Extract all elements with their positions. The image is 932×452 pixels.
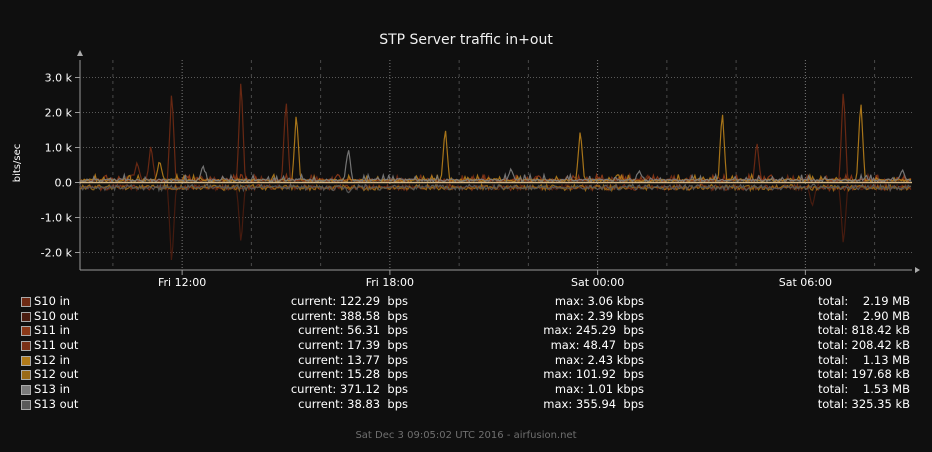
- y-tick-label: 2.0 k: [45, 107, 73, 120]
- series-line-s13-in: [79, 150, 912, 183]
- legend-max: max: 3.06 kbps: [554, 294, 644, 308]
- legend-total: total: 325.35 kB: [817, 396, 910, 411]
- legend-current: current: 13.77 bps: [298, 352, 408, 367]
- y-tick-label: 3.0 k: [45, 72, 73, 85]
- x-tick-label: Fri 12:00: [158, 276, 206, 289]
- series-line-s10-in: [79, 83, 912, 183]
- legend-swatch: [21, 370, 31, 381]
- legend-swatch: [21, 341, 31, 352]
- chart-plot: 3.0 k 2.0 k 1.0 k 0.0 -1.0 k -2.0 k Fri 12:00 F…: [12, 50, 920, 289]
- legend: S10 in current: 122.29 bps max: 3.06 kbps t…: [20, 294, 910, 412]
- x-tick-label: Fri 18:00: [366, 276, 414, 289]
- legend-row: S12 in current: 13.77 bps max: 2.43 kbps to…: [20, 353, 910, 368]
- legend-row: S13 out current: 38.83 bps max: 355.94 bps…: [20, 397, 910, 412]
- legend-current: current: 56.31 bps: [298, 323, 408, 338]
- legend-row: S13 in current: 371.12 bps max: 1.01 kbps t…: [20, 382, 910, 397]
- legend-max: max: 1.01 kbps: [554, 382, 644, 397]
- y-tick-label: -2.0 k: [41, 247, 73, 260]
- legend-row: S11 out current: 17.39 bps max: 48.47 bps t…: [20, 338, 910, 353]
- legend-current: current: 38.83 bps: [298, 396, 408, 411]
- legend-series-name: S11 in: [34, 323, 71, 338]
- legend-series-name: S12 out: [34, 367, 79, 382]
- chart-title: STP Server traffic in+out: [379, 32, 553, 48]
- legend-series-name: S13 in: [34, 382, 71, 397]
- legend-total: total: 818.42 kB: [817, 323, 910, 338]
- footer-timestamp: Sat Dec 3 09:05:02 UTC 2016 - airfusion.…: [355, 430, 577, 441]
- legend-series-name: S12 in: [34, 352, 71, 367]
- legend-swatch: [21, 326, 31, 337]
- x-axis-arrow: [915, 267, 920, 273]
- legend-max: max: 48.47 bps: [550, 338, 644, 353]
- legend-max: max: 101.92 bps: [543, 367, 644, 382]
- legend-total: total: 2.19 MB: [818, 294, 910, 308]
- legend-max: max: 355.94 bps: [543, 396, 644, 411]
- legend-row: S10 out current: 388.58 bps max: 2.39 kbps…: [20, 309, 910, 324]
- legend-series-name: S10 out: [34, 308, 79, 323]
- x-tick-label: Sat 06:00: [779, 276, 832, 289]
- series-line-s10-out: [79, 182, 912, 261]
- legend-current: current: 122.29 bps: [290, 294, 408, 308]
- legend-current: current: 15.28 bps: [298, 367, 408, 382]
- legend-series-name: S11 out: [34, 338, 79, 353]
- x-tick-label: Sat 00:00: [571, 276, 624, 289]
- legend-current: current: 17.39 bps: [298, 338, 408, 353]
- legend-max: max: 245.29 bps: [543, 323, 644, 338]
- legend-total: total: 2.90 MB: [818, 308, 910, 323]
- legend-swatch: [21, 355, 31, 366]
- legend-max: max: 2.39 kbps: [554, 308, 644, 323]
- y-tick-label: -1.0 k: [41, 212, 73, 225]
- legend-swatch: [21, 297, 31, 307]
- legend-row: S10 in current: 122.29 bps max: 3.06 kbps t…: [20, 294, 910, 309]
- legend-swatch: [21, 399, 31, 410]
- legend-row: S11 in current: 56.31 bps max: 245.29 bps t…: [20, 323, 910, 338]
- y-axis-arrow: [77, 50, 83, 56]
- legend-swatch: [21, 311, 31, 322]
- y-tick-label: 1.0 k: [45, 142, 73, 155]
- series-line-s12-out: [79, 182, 912, 193]
- series-line-s13-out: [79, 182, 912, 194]
- y-tick-label: 0.0: [55, 177, 73, 190]
- legend-total: total: 1.53 MB: [818, 382, 910, 397]
- y-axis-label: bits/sec: [12, 144, 23, 183]
- legend-total: total: 208.42 kB: [817, 338, 910, 353]
- legend-series-name: S13 out: [34, 396, 79, 411]
- legend-row: S12 out current: 15.28 bps max: 101.92 bps…: [20, 367, 910, 382]
- legend-swatch: [21, 385, 31, 396]
- legend-total: total: 1.13 MB: [818, 352, 910, 367]
- legend-current: current: 388.58 bps: [290, 308, 408, 323]
- legend-max: max: 2.43 kbps: [554, 352, 644, 367]
- legend-current: current: 371.12 bps: [290, 382, 408, 397]
- legend-series-name: S10 in: [34, 294, 71, 308]
- legend-total: total: 197.68 kB: [817, 367, 910, 382]
